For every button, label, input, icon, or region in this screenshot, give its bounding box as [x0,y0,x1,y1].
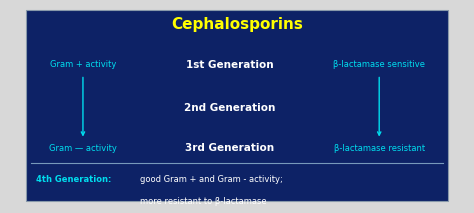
Text: 2nd Generation: 2nd Generation [184,103,275,112]
Text: more resistant to β-lactamase: more resistant to β-lactamase [140,197,266,206]
Text: good Gram + and Gram - activity;: good Gram + and Gram - activity; [140,176,283,184]
Text: Cephalosporins: Cephalosporins [171,17,303,32]
Text: β-lactamase resistant: β-lactamase resistant [334,144,425,153]
Text: 4th Generation:: 4th Generation: [36,176,111,184]
Text: 1st Generation: 1st Generation [186,60,273,70]
Text: 3rd Generation: 3rd Generation [185,143,274,153]
Text: β-lactamase sensitive: β-lactamase sensitive [333,60,425,69]
FancyBboxPatch shape [26,10,448,201]
Text: Gram — activity: Gram — activity [49,144,117,153]
Text: Gram + activity: Gram + activity [50,60,116,69]
